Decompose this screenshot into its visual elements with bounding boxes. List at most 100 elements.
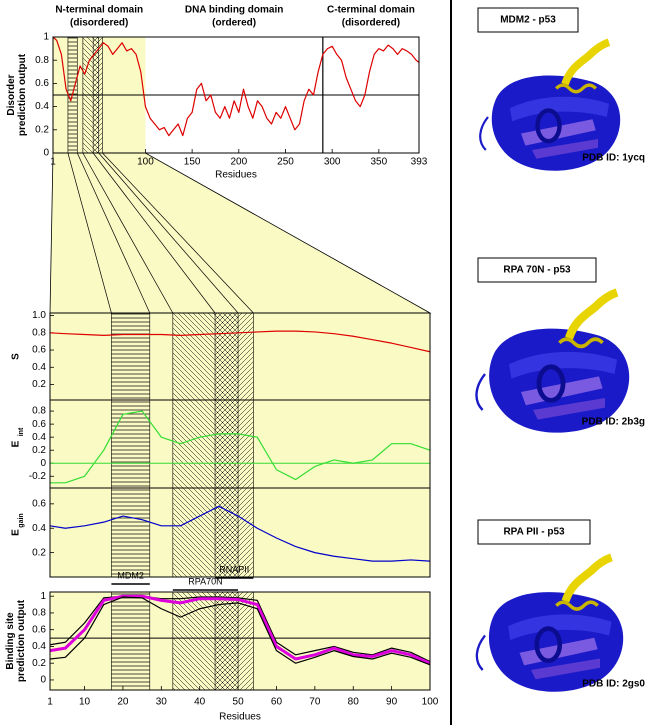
x-tick-label: 1	[50, 157, 56, 168]
x-axis-label: Residues	[215, 170, 257, 181]
zoom-fan-line	[76, 152, 151, 314]
region-label: MDM2	[117, 570, 144, 580]
y-tick-label: 0.6	[32, 419, 46, 430]
y-axis-label: E	[11, 529, 22, 536]
x-tick-label: 350	[371, 157, 388, 168]
y-tick-label: 0.2	[35, 124, 49, 135]
binding-region	[214, 399, 254, 489]
binding-region	[111, 312, 151, 401]
zoom-fan-line	[67, 152, 112, 314]
y-tick-label: 0.4	[32, 432, 46, 443]
x-tick-label: 10	[79, 697, 91, 708]
y-tick-label: 0.8	[32, 406, 46, 417]
y-tick-label: 0	[40, 675, 46, 686]
y-axis-label: Disorder	[6, 74, 17, 115]
series-line	[49, 596, 431, 666]
domain-label: N-terminal domain	[55, 5, 143, 16]
series-line	[49, 595, 431, 663]
x-tick-label: 80	[348, 697, 360, 708]
y-tick-label: -0.2	[29, 471, 47, 482]
y-tick-label: 0.8	[32, 327, 46, 338]
y-tick-label: 0.8	[32, 608, 46, 619]
domain-label: C-terminal domain	[327, 5, 415, 16]
pdb-id: PDB ID: 1ycq	[582, 153, 645, 164]
domain-label: (disordered)	[70, 18, 128, 29]
y-tick-label: 0.4	[32, 641, 46, 652]
y-axis-label: Binding site	[5, 612, 16, 670]
series-line	[49, 594, 431, 665]
pdb-id: PDB ID: 2gs0	[582, 679, 645, 690]
binding-region	[214, 312, 254, 401]
x-tick-label: 300	[324, 157, 341, 168]
series-line	[52, 36, 420, 137]
domain-label: (ordered)	[212, 18, 256, 29]
series-line	[50, 410, 431, 484]
x-tick-label: 200	[230, 157, 247, 168]
zoom-fan-line	[82, 152, 174, 314]
x-axis-label: Residues	[219, 712, 261, 723]
binding-region	[111, 487, 151, 578]
y-axis-label: S	[11, 353, 22, 360]
x-tick-label: 150	[184, 157, 201, 168]
region-label: RPA70N	[188, 576, 222, 586]
structure-title: RPA PII - p53	[503, 527, 565, 538]
y-tick-label: 0	[43, 148, 49, 159]
structure-title: MDM2 - p53	[500, 15, 556, 26]
structure-title-box	[477, 257, 597, 283]
y-tick-label: 0.2	[32, 445, 46, 456]
y-tick-label: 0.4	[35, 101, 49, 112]
zoom-fan-line	[98, 152, 239, 314]
structure-title-box	[477, 7, 579, 33]
plot-frame	[52, 36, 420, 154]
structure-title-box	[477, 519, 591, 545]
y-axis-label: E	[11, 440, 22, 447]
domain-label: DNA binding domain	[185, 5, 284, 16]
y-tick-label: 0.6	[35, 78, 49, 89]
structure-image	[477, 557, 623, 691]
plot-frame	[49, 487, 431, 578]
binding-region	[214, 487, 254, 578]
y-tick-label: 0.8	[35, 55, 49, 66]
y-tick-label: 0.2	[32, 547, 46, 558]
y-axis-label-sub: gain	[18, 513, 25, 527]
y-tick-label: 1	[40, 591, 46, 602]
binding-region	[214, 591, 254, 691]
series-line	[49, 505, 431, 562]
structure-image	[480, 42, 620, 171]
y-tick-label: 0	[40, 458, 46, 469]
zoom-fan-line	[102, 152, 254, 314]
y-axis-label: prediction output	[17, 53, 28, 136]
y-tick-label: 0.6	[32, 345, 46, 356]
x-tick-label: 30	[156, 697, 168, 708]
y-tick-label: 1.0	[32, 310, 46, 321]
y-tick-label: 0.2	[32, 379, 46, 390]
x-tick-label: 40	[194, 697, 206, 708]
region-label: RNAPII	[219, 564, 249, 574]
y-tick-label: 0.4	[32, 362, 46, 373]
x-tick-label: 100	[422, 697, 439, 708]
y-axis-label: prediction output	[16, 599, 27, 682]
x-tick-label: 393	[411, 157, 428, 168]
y-tick-label: 0.6	[32, 498, 46, 509]
x-tick-label: 50	[233, 697, 245, 708]
x-tick-label: 90	[386, 697, 398, 708]
domain-label: (disordered)	[342, 18, 400, 29]
x-tick-label: 250	[277, 157, 294, 168]
y-tick-label: 1	[43, 32, 49, 43]
y-tick-label: 0.2	[32, 658, 46, 669]
x-tick-label: 100	[137, 157, 154, 168]
plot-frame	[49, 591, 431, 691]
x-tick-label: 20	[117, 697, 129, 708]
binding-region	[111, 399, 151, 489]
x-tick-label: 70	[309, 697, 321, 708]
zoom-fan-line	[92, 152, 216, 314]
x-tick-label: 60	[271, 697, 283, 708]
series-line	[49, 330, 431, 353]
structure-image	[476, 292, 629, 432]
binding-region	[111, 591, 151, 691]
y-tick-label: 0.4	[32, 523, 46, 534]
x-tick-label: 1	[47, 697, 53, 708]
pdb-id: PDB ID: 2b3g	[582, 417, 645, 428]
